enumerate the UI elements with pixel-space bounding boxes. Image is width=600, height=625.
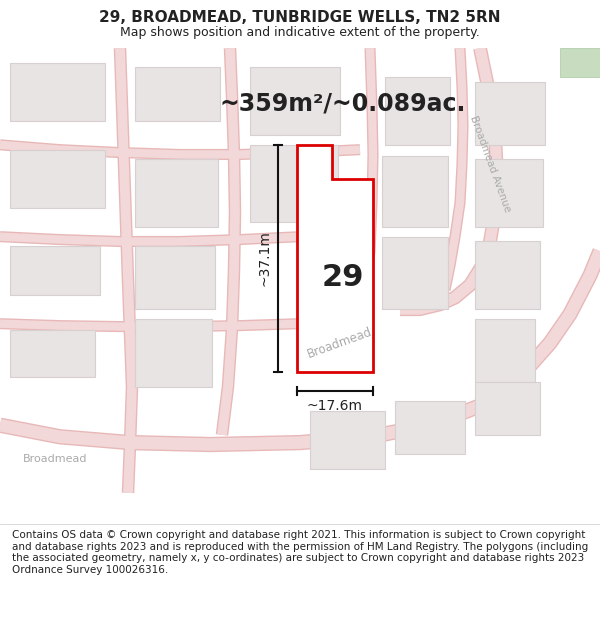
- Text: 29, BROADMEAD, TUNBRIDGE WELLS, TN2 5RN: 29, BROADMEAD, TUNBRIDGE WELLS, TN2 5RN: [99, 9, 501, 24]
- Polygon shape: [135, 246, 215, 309]
- Polygon shape: [250, 145, 338, 222]
- Text: Broadmead: Broadmead: [306, 325, 374, 361]
- Polygon shape: [10, 149, 105, 208]
- Polygon shape: [135, 68, 220, 121]
- Polygon shape: [395, 401, 465, 454]
- Polygon shape: [382, 156, 448, 227]
- Polygon shape: [10, 246, 100, 294]
- Polygon shape: [250, 68, 340, 135]
- Polygon shape: [382, 237, 448, 309]
- Polygon shape: [475, 159, 543, 227]
- Polygon shape: [135, 159, 218, 227]
- Polygon shape: [135, 319, 212, 386]
- Polygon shape: [475, 319, 535, 382]
- Text: Broadmead Avenue: Broadmead Avenue: [468, 114, 512, 214]
- Text: Contains OS data © Crown copyright and database right 2021. This information is : Contains OS data © Crown copyright and d…: [12, 530, 588, 575]
- Polygon shape: [475, 82, 545, 145]
- Text: Map shows position and indicative extent of the property.: Map shows position and indicative extent…: [120, 26, 480, 39]
- Polygon shape: [475, 382, 540, 435]
- Polygon shape: [475, 241, 540, 309]
- Text: ~359m²/~0.089ac.: ~359m²/~0.089ac.: [220, 92, 466, 116]
- Polygon shape: [310, 411, 385, 469]
- Polygon shape: [385, 77, 450, 145]
- Text: ~17.6m: ~17.6m: [307, 399, 363, 413]
- Polygon shape: [10, 62, 105, 121]
- Text: ~37.1m: ~37.1m: [258, 231, 272, 286]
- Polygon shape: [10, 331, 95, 377]
- Text: 29: 29: [322, 263, 364, 292]
- Polygon shape: [560, 48, 600, 77]
- Text: Broadmead: Broadmead: [23, 454, 87, 464]
- Polygon shape: [297, 145, 373, 372]
